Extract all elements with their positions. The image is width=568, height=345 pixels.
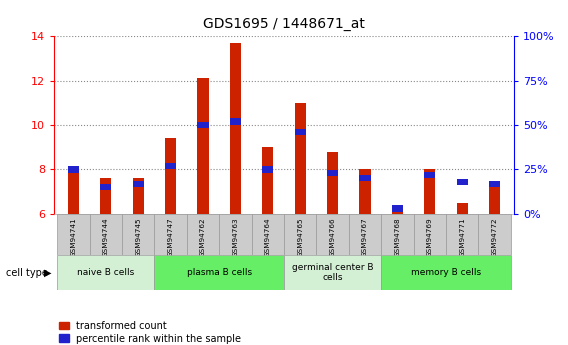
Text: GSM94771: GSM94771 <box>459 217 465 257</box>
Bar <box>122 214 154 255</box>
Text: GSM94745: GSM94745 <box>135 217 141 257</box>
Text: GSM94765: GSM94765 <box>297 217 303 257</box>
Bar <box>68 167 79 214</box>
Bar <box>90 214 122 255</box>
Bar <box>262 147 273 214</box>
Text: GSM94768: GSM94768 <box>394 217 400 257</box>
Bar <box>197 122 208 128</box>
Bar <box>284 214 316 255</box>
Bar <box>229 43 241 214</box>
Bar <box>349 214 381 255</box>
Bar <box>424 169 436 214</box>
Bar <box>327 170 339 176</box>
Text: GSM94763: GSM94763 <box>232 217 239 257</box>
Bar <box>165 163 176 169</box>
Bar <box>284 255 381 290</box>
Text: GSM94769: GSM94769 <box>427 217 433 257</box>
Text: germinal center B
cells: germinal center B cells <box>292 263 373 282</box>
Bar <box>57 214 90 255</box>
Bar <box>187 214 219 255</box>
Bar <box>57 255 154 290</box>
Bar <box>100 184 111 190</box>
Text: memory B cells: memory B cells <box>411 268 481 277</box>
Text: GSM94747: GSM94747 <box>168 217 174 257</box>
Bar <box>457 203 468 214</box>
Bar <box>414 214 446 255</box>
Bar <box>229 118 241 125</box>
Bar <box>197 78 208 214</box>
Text: cell type: cell type <box>6 268 48 277</box>
Bar <box>360 175 371 181</box>
Legend: transformed count, percentile rank within the sample: transformed count, percentile rank withi… <box>59 321 241 344</box>
Text: plasma B cells: plasma B cells <box>187 268 252 277</box>
Text: naive B cells: naive B cells <box>77 268 135 277</box>
Bar <box>478 214 511 255</box>
Text: GSM94744: GSM94744 <box>103 217 109 257</box>
Bar <box>154 214 187 255</box>
Bar <box>381 255 511 290</box>
Bar <box>489 180 500 187</box>
Title: GDS1695 / 1448671_at: GDS1695 / 1448671_at <box>203 17 365 31</box>
Bar <box>132 178 144 214</box>
Bar <box>327 152 339 214</box>
Bar <box>392 206 403 212</box>
Bar <box>219 214 252 255</box>
Bar <box>100 178 111 214</box>
Bar <box>262 166 273 172</box>
Bar <box>424 172 436 178</box>
Bar <box>132 180 144 187</box>
Bar <box>165 138 176 214</box>
Text: ▶: ▶ <box>44 268 51 277</box>
Bar <box>381 214 414 255</box>
Bar <box>295 103 306 214</box>
Bar <box>316 214 349 255</box>
Text: GSM94762: GSM94762 <box>200 217 206 257</box>
Text: GSM94772: GSM94772 <box>491 217 498 257</box>
Bar <box>360 169 371 214</box>
Bar <box>154 255 284 290</box>
Text: GSM94767: GSM94767 <box>362 217 368 257</box>
Bar <box>446 214 478 255</box>
Text: GSM94766: GSM94766 <box>329 217 336 257</box>
Bar <box>252 214 284 255</box>
Text: GSM94741: GSM94741 <box>70 217 77 257</box>
Bar <box>489 183 500 214</box>
Bar <box>392 209 403 214</box>
Bar <box>68 166 79 172</box>
Bar <box>457 179 468 185</box>
Text: GSM94764: GSM94764 <box>265 217 271 257</box>
Bar <box>295 129 306 135</box>
